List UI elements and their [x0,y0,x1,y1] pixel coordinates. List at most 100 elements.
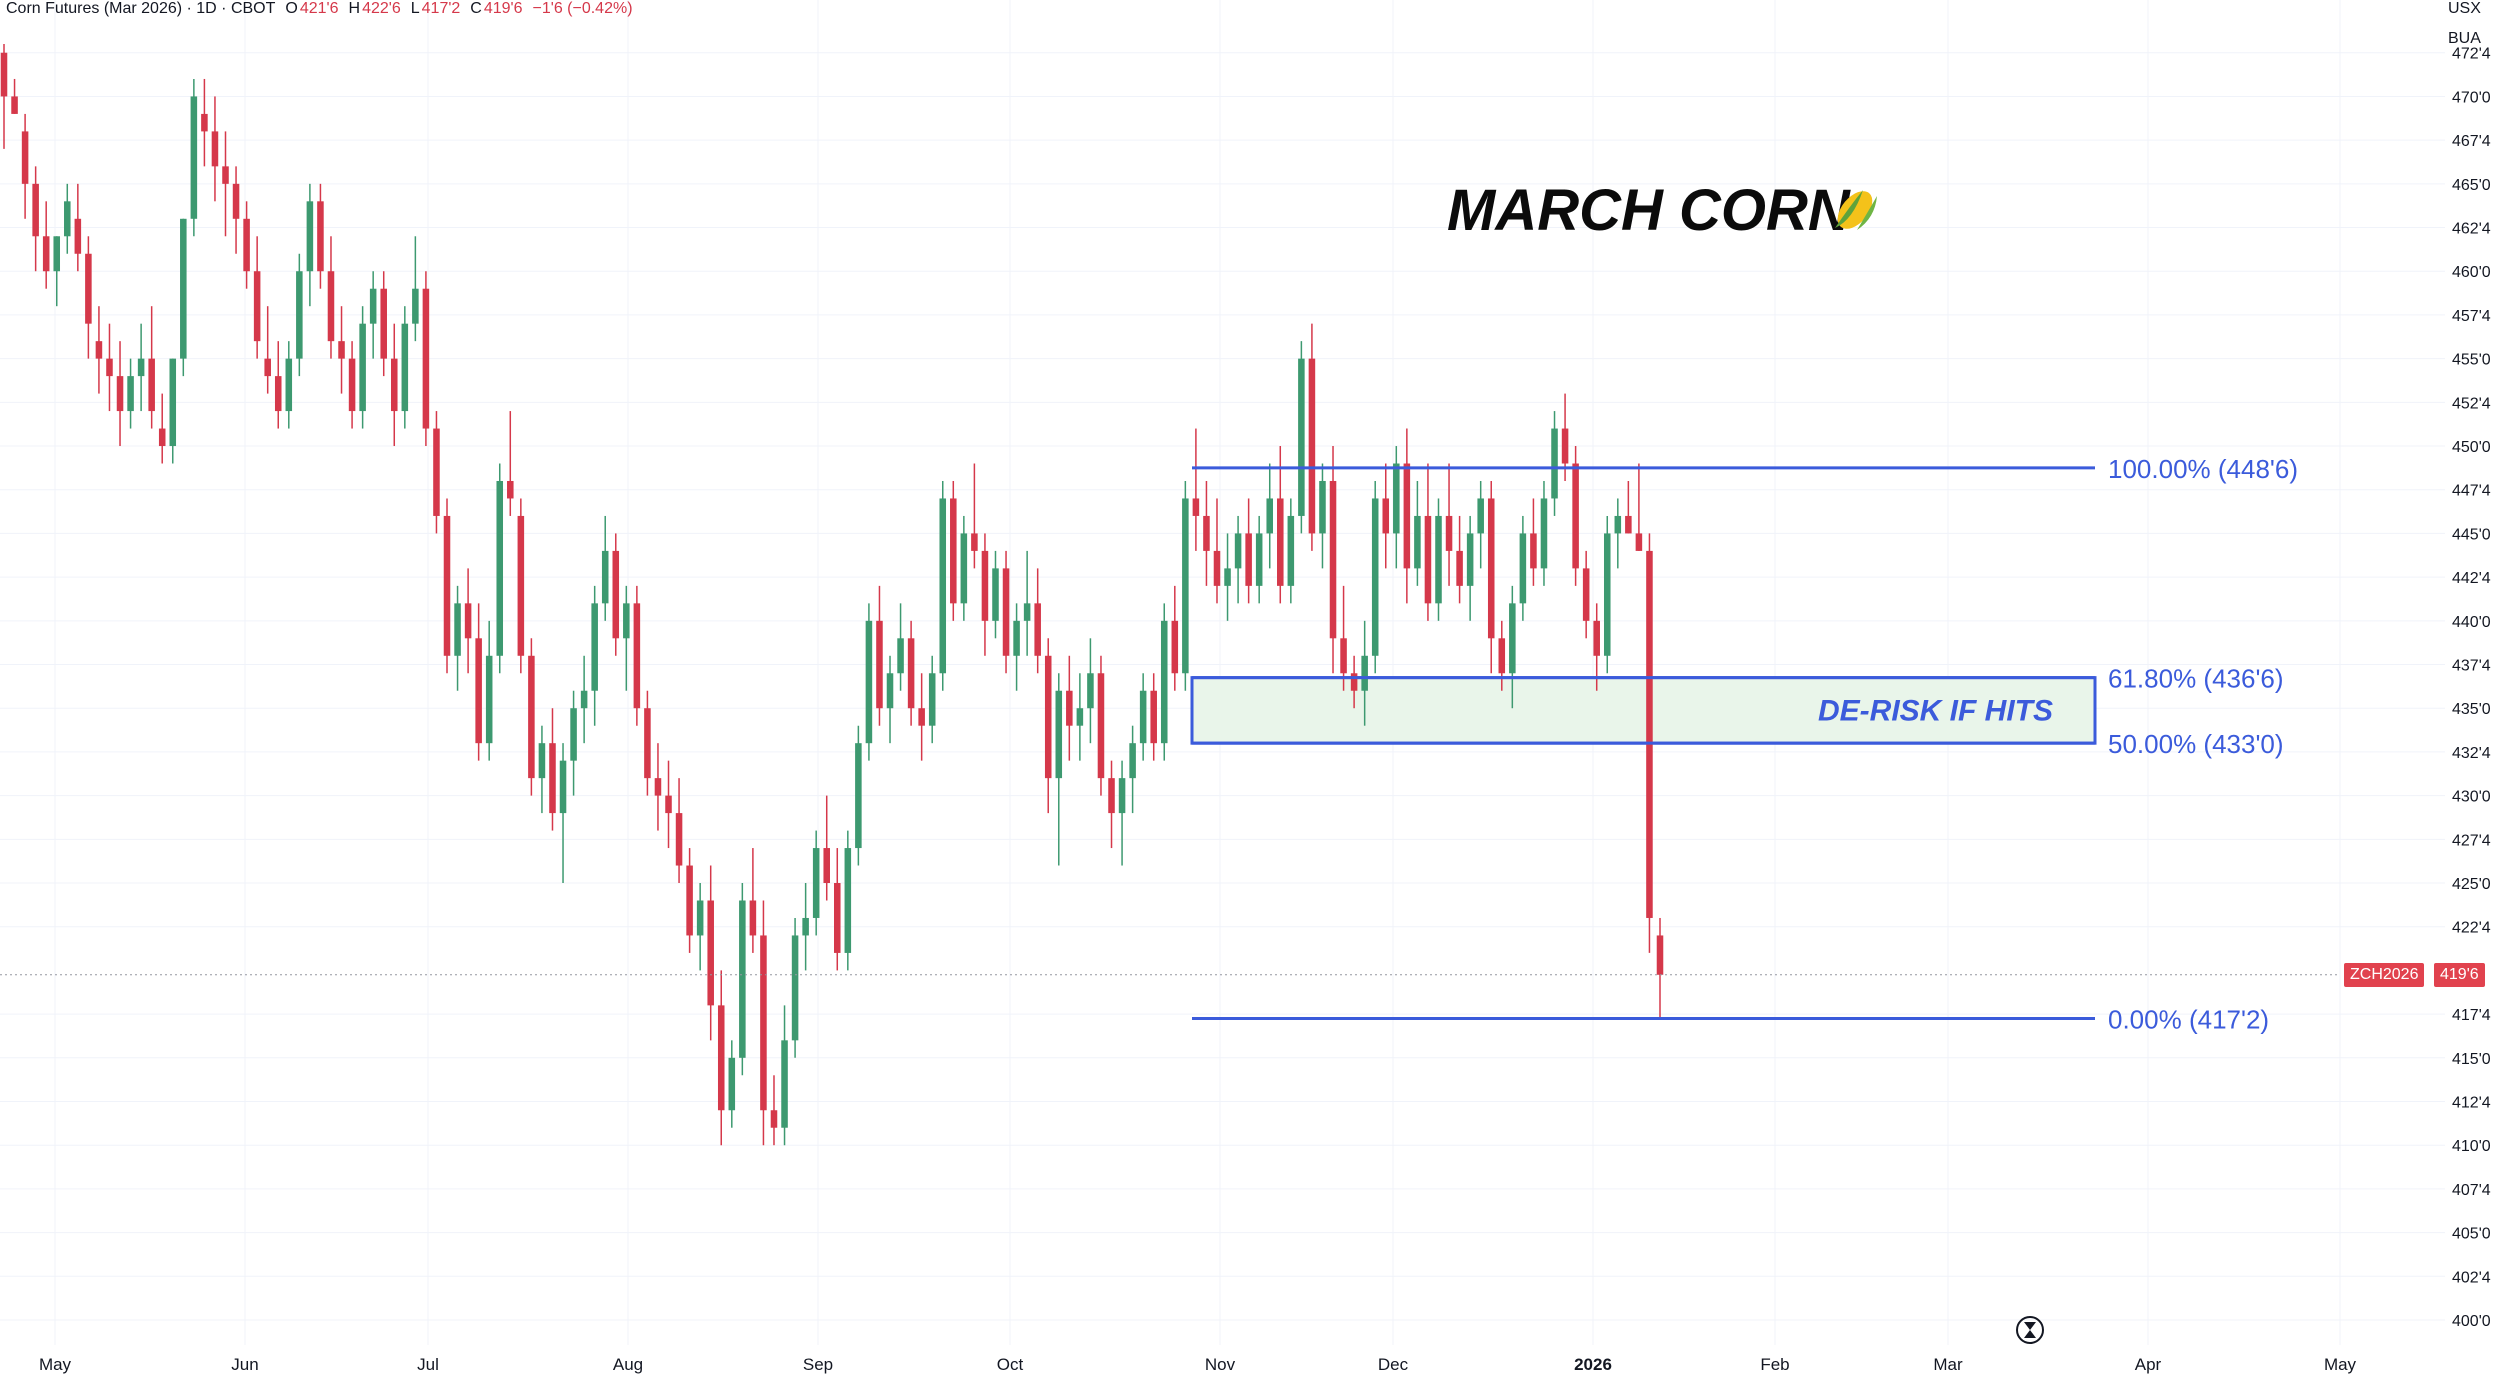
candle-body [1044,655,1052,779]
currency-label[interactable]: USX [2448,0,2481,17]
candle-body [549,743,556,814]
low-label: L [410,0,420,17]
candle-body [401,323,409,412]
candle-body [517,515,525,656]
chart-title: MARCH CORN [1447,178,1851,243]
candle-body [1087,673,1094,709]
candle-body [623,603,630,639]
candle-body [1150,690,1157,744]
candle-body [865,620,873,744]
y-tick-label: 440'0 [2452,614,2491,631]
candle-body [306,201,314,272]
x-tick-label: Oct [997,1355,1024,1374]
candle-body [359,323,366,412]
candle-body [633,603,641,709]
candle-body [739,900,746,1058]
y-tick-label: 412'4 [2452,1095,2491,1112]
y-tick-label: 437'4 [2452,658,2491,675]
candle-body [1603,533,1611,656]
candle-body [327,271,335,342]
candle-body [654,778,662,796]
unit-label[interactable]: BUA [2448,30,2481,47]
candle-body [1551,428,1558,499]
y-tick-label: 422'4 [2452,920,2491,937]
candle-body [580,690,588,709]
candle-body [770,1110,778,1128]
candle-body [53,236,61,272]
candle-body [74,218,82,254]
close-value: 419'6 [483,0,523,17]
candle-body [1435,515,1442,604]
candle-body [1498,638,1506,674]
candle-body [243,218,250,272]
x-tick-label: Aug [613,1355,643,1374]
y-tick-label: 435'0 [2452,701,2491,718]
candle-body [496,480,504,656]
candle-body [981,550,989,621]
candle-body [348,358,356,412]
candle-body [11,96,18,114]
candle-body [1213,550,1221,586]
candle-body [158,428,166,447]
x-tick-label: Jun [231,1355,258,1374]
candle-body [1635,533,1643,551]
candle-body [570,708,577,761]
candle-body [612,550,620,639]
x-tick-label: Feb [1760,1355,1789,1374]
candle-body [1403,463,1411,569]
candle-body [0,52,8,97]
candle-body [960,533,968,604]
open-label: O [285,0,298,17]
candle-body [1097,673,1105,779]
candle-body [791,935,799,1041]
low-value: 417'2 [421,0,461,17]
y-tick-label: 462'4 [2452,221,2491,238]
y-tick-label: 460'0 [2452,264,2491,281]
x-tick-label: May [39,1355,72,1374]
candle-body [823,848,830,884]
symbol-label[interactable]: Corn Futures (Mar 2026) · 1D · CBOT [6,0,276,17]
candle-body [148,358,155,412]
y-tick-label: 430'0 [2452,789,2491,806]
candle-body [1118,778,1126,814]
candle-body [834,883,841,953]
candle-body [1477,498,1484,534]
candle-body [1424,515,1432,604]
candle-body [802,917,809,936]
candle-body [1509,603,1516,674]
candle-body [64,201,71,237]
candle-body [106,358,113,377]
y-tick-label: 407'4 [2452,1182,2491,1199]
y-tick-label: 427'4 [2452,832,2491,849]
y-tick-label: 467'4 [2452,133,2491,150]
x-tick-label: Nov [1205,1355,1236,1374]
candle-body [992,568,999,621]
candle-body [1076,708,1084,726]
candle-body [1646,550,1653,918]
candle-body [169,358,177,447]
candle-body [211,131,219,167]
candle-body [1656,935,1664,975]
candle-body [137,358,145,377]
grid [0,0,2445,1345]
candle-body [1456,550,1463,586]
candle-body [454,603,461,656]
candle-body [390,358,398,412]
candle-body [1487,498,1495,639]
candle-body [1108,778,1115,814]
candle-body [232,183,240,219]
candle-body [32,183,39,237]
candle-body [1277,498,1284,586]
reset-zoom-icon[interactable] [2016,1316,2044,1344]
candle-body [812,848,820,918]
candle-body [749,900,757,936]
y-tick-label: 432'4 [2452,745,2491,762]
candle-body [1540,498,1548,569]
candle-body [1034,603,1041,656]
candle-body [665,795,672,814]
candle-body [1361,655,1368,691]
candle-body [1066,690,1073,726]
x-tick-label: Dec [1378,1355,1409,1374]
candle-body [116,376,124,412]
